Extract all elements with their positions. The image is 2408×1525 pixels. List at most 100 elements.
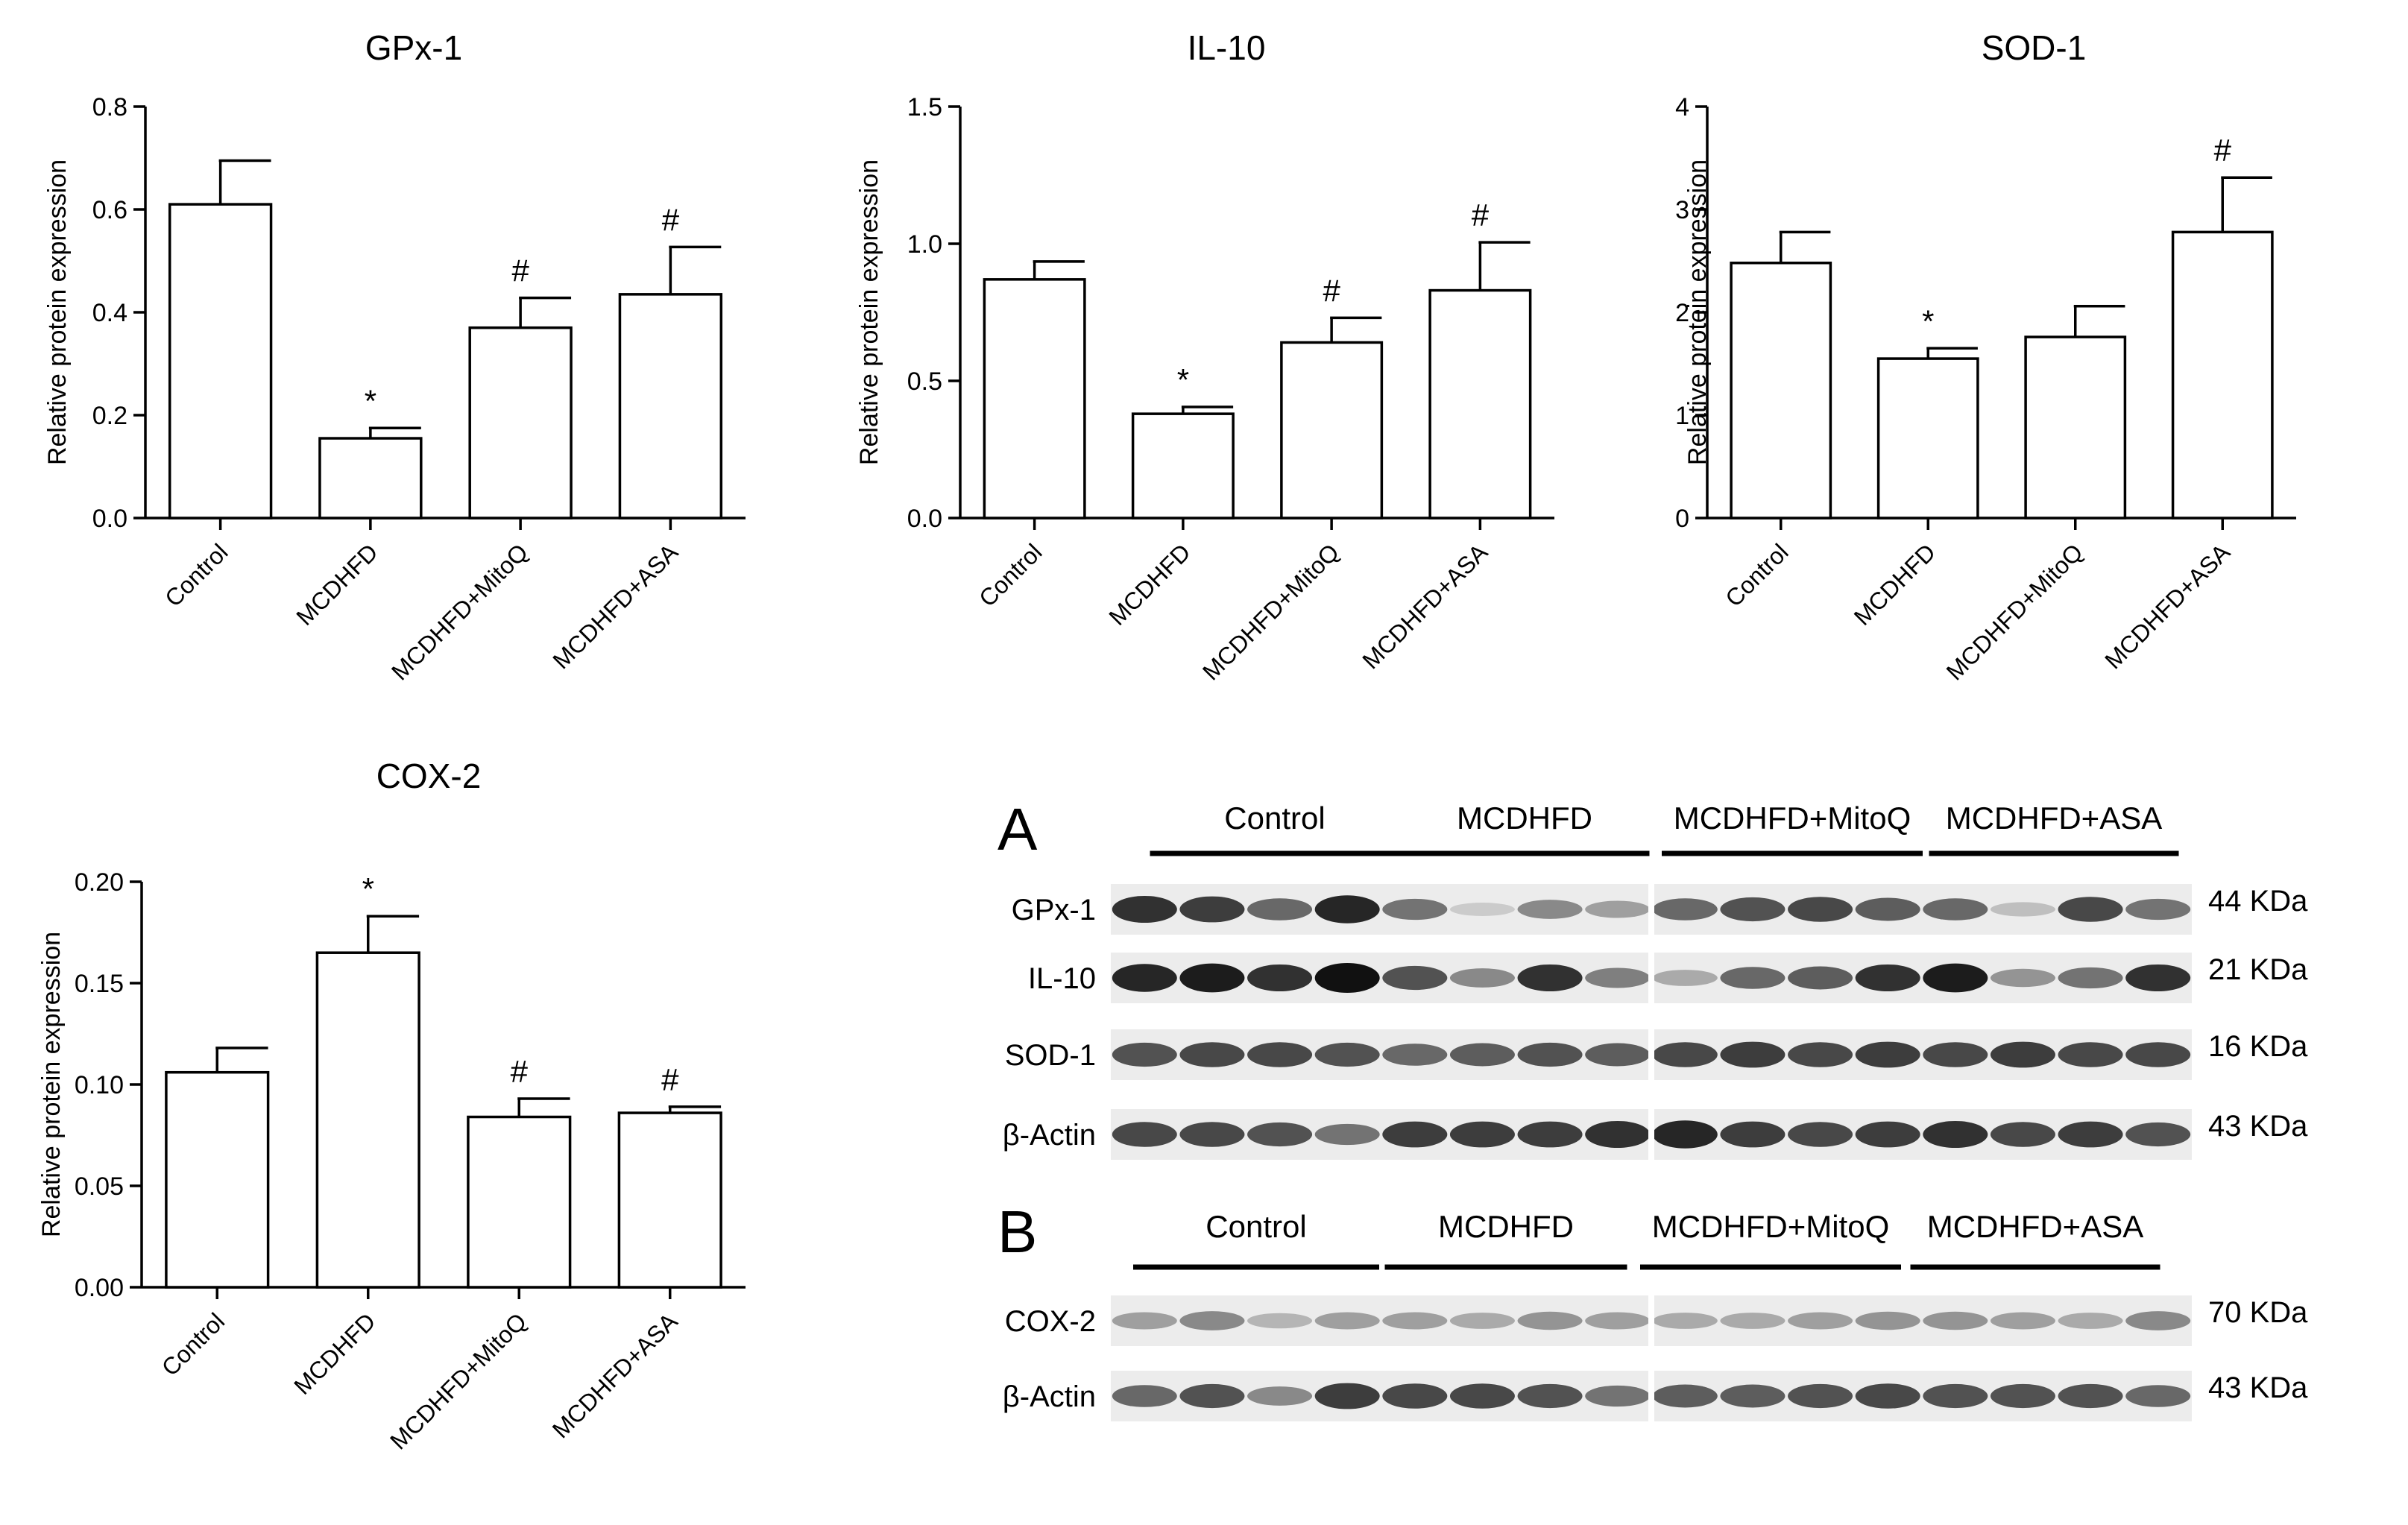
blot-band — [1314, 1312, 1380, 1330]
blot-band — [1855, 897, 1920, 921]
blot-band — [1517, 1383, 1583, 1409]
blot-band — [2058, 1383, 2123, 1409]
x-tick-label: MCDHFD+MitoQ — [385, 1307, 532, 1454]
blot-panel-B: B Control MCDHFD MCDHFD+MitoQ MCDHFD+ASA COX-… — [997, 1199, 2308, 1423]
y-tick-label: 1.0 — [907, 230, 942, 259]
blot-band — [1112, 1312, 1177, 1330]
blot-band — [1517, 964, 1583, 992]
blot-band — [1652, 1313, 1718, 1329]
blot-band — [1788, 1122, 1853, 1147]
blot-band — [1652, 1120, 1718, 1149]
significance-mark: # — [511, 1054, 529, 1089]
x-tick-label: MCDHFD+ASA — [1357, 538, 1493, 674]
blot-band — [1382, 965, 1448, 991]
blot-band — [1179, 1042, 1245, 1067]
blot-band — [1720, 1384, 1785, 1408]
y-tick-label: 0.4 — [92, 299, 127, 327]
blot-band — [1990, 1122, 2055, 1147]
y-tick-label: 0.10 — [75, 1071, 124, 1099]
bar — [1131, 412, 1235, 520]
y-tick-label: 0.20 — [75, 868, 124, 897]
y-tick-label: 0 — [1675, 505, 1689, 533]
blot-band — [1179, 896, 1245, 923]
blot-band — [2125, 898, 2191, 921]
blot-band — [1449, 1313, 1515, 1329]
molecular-weight-label: 70 KDa — [2208, 1296, 2308, 1329]
blot-band — [1585, 1120, 1651, 1149]
blot-band — [1247, 1122, 1313, 1147]
blot-band — [1314, 963, 1380, 993]
y-tick-label: 0.0 — [907, 505, 942, 533]
y-axis-label: Relative protein expression — [37, 932, 66, 1237]
significance-mark: # — [661, 1062, 679, 1097]
blot-band — [1179, 1122, 1245, 1147]
y-tick-label: 0.2 — [92, 402, 127, 430]
blot-band — [2125, 1311, 2191, 1330]
x-tick-label: Control — [974, 538, 1047, 611]
blot-band — [2058, 967, 2123, 989]
x-tick-label: MCDHFD+ASA — [547, 1307, 683, 1443]
blot-band — [1449, 903, 1515, 916]
blot-group-label: MCDHFD+MitoQ — [1652, 1209, 1890, 1244]
blot-band — [1788, 1042, 1853, 1067]
bar — [1428, 288, 1532, 520]
blot-band — [1517, 900, 1583, 919]
blot-band — [1990, 968, 2055, 988]
blot-band — [1855, 1041, 1920, 1068]
blot-band — [1788, 897, 1853, 922]
blot-band — [1855, 964, 1920, 992]
significance-mark: # — [1472, 198, 1490, 233]
y-axis-label: Relative protein expression — [855, 160, 883, 465]
molecular-weight-label: 43 KDa — [2208, 1110, 2308, 1143]
blot-band — [1517, 1042, 1583, 1067]
bar — [165, 1070, 270, 1289]
blot-band — [1990, 1383, 2055, 1409]
panel-label: B — [997, 1199, 1037, 1265]
x-tick-label: MCDHFD+MitoQ — [1941, 538, 2088, 685]
y-tick-label: 0.8 — [92, 93, 127, 121]
blot-band — [1923, 1383, 1988, 1409]
y-tick-label: 2 — [1675, 299, 1689, 327]
blot-band — [1788, 1312, 1853, 1330]
chart-1: IL-10 Relative protein expression 0.0 0.5 1.… — [855, 28, 1554, 686]
significance-mark: # — [2214, 133, 2232, 168]
significance-mark: # — [662, 202, 680, 237]
bar — [1876, 357, 1979, 520]
blot-band — [1990, 1312, 2055, 1330]
y-tick-label: 1.5 — [907, 93, 942, 121]
blot-band — [1112, 1385, 1177, 1407]
blot-band — [2125, 1122, 2191, 1147]
blot-band — [1382, 1043, 1448, 1066]
blot-band — [1788, 1383, 1853, 1409]
significance-mark: * — [362, 871, 374, 906]
x-tick-label: MCDHFD+MitoQ — [386, 538, 533, 685]
blot-row-label: IL-10 — [1028, 962, 1096, 995]
blot-group-label: MCDHFD — [1457, 801, 1592, 836]
bar — [1280, 341, 1384, 520]
blot-band — [1179, 1311, 1245, 1330]
blot-band — [1990, 902, 2055, 917]
molecular-weight-label: 44 KDa — [2208, 885, 2308, 918]
blot-row-label: β-Actin — [1003, 1119, 1096, 1152]
blot-band — [1720, 1041, 1785, 1068]
chart-title: COX-2 — [376, 757, 482, 795]
blot-band — [2058, 1121, 2123, 1148]
blot-band — [1449, 1121, 1515, 1148]
blot-band — [1585, 967, 1651, 988]
molecular-weight-label: 16 KDa — [2208, 1030, 2308, 1063]
y-tick-label: 4 — [1675, 93, 1689, 121]
blot-band — [2125, 1042, 2191, 1067]
blot-band — [2058, 1042, 2123, 1067]
blot-group-label: MCDHFD+MitoQ — [1674, 801, 1911, 836]
blot-band — [1720, 1121, 1785, 1148]
blot-band — [1382, 898, 1448, 921]
bar — [2024, 335, 2127, 520]
y-tick-label: 0.0 — [92, 505, 127, 533]
blot-group-label: MCDHFD+ASA — [1946, 801, 2163, 836]
y-tick-label: 0.6 — [92, 196, 127, 224]
blot-band — [1585, 1043, 1651, 1067]
blot-band — [1923, 963, 1988, 993]
molecular-weight-label: 21 KDa — [2208, 953, 2308, 986]
blot-band — [1923, 1311, 1988, 1330]
